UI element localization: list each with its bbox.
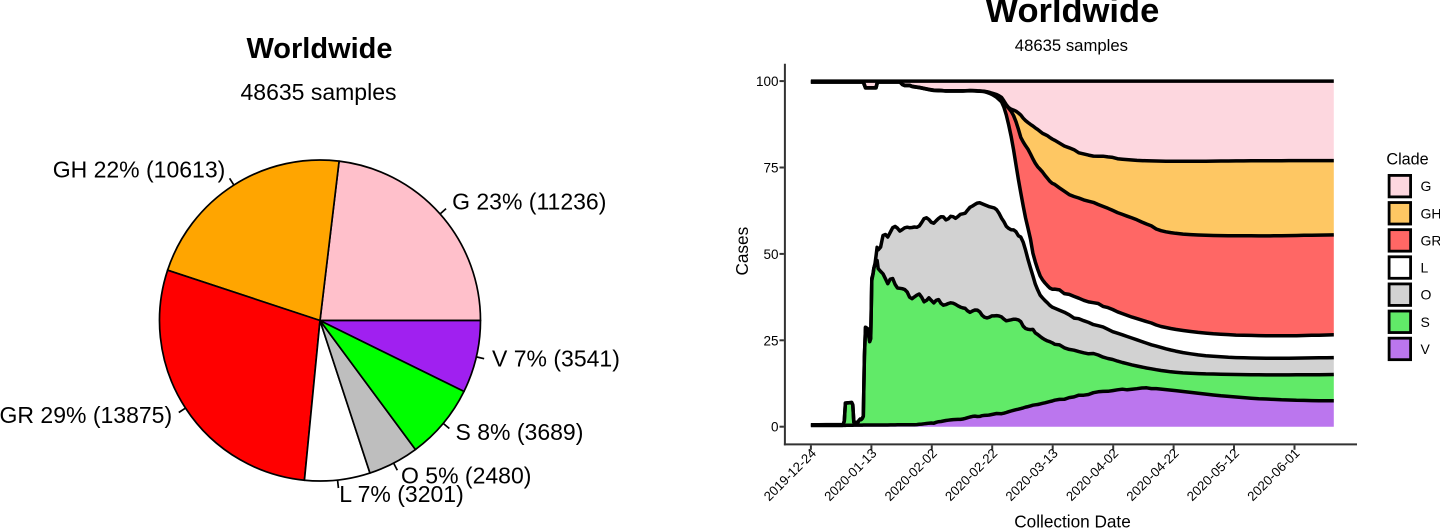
svg-text:Worldwide: Worldwide (246, 33, 392, 65)
svg-text:G 23% (11236): G 23% (11236) (452, 188, 606, 214)
svg-text:L 7% (3201): L 7% (3201) (339, 481, 463, 507)
svg-text:O 5% (2480): O 5% (2480) (401, 463, 531, 489)
svg-text:GR 29% (13875): GR 29% (13875) (0, 402, 172, 428)
svg-text:Clade: Clade (1386, 151, 1428, 169)
svg-text:GH 22% (10613): GH 22% (10613) (53, 157, 226, 183)
svg-text:GR: GR (1421, 232, 1440, 248)
svg-text:V: V (1421, 341, 1431, 357)
svg-text:O: O (1421, 287, 1432, 303)
svg-text:48635 samples: 48635 samples (1015, 36, 1128, 55)
svg-text:Collection Date: Collection Date (1014, 511, 1131, 528)
svg-text:G: G (1421, 178, 1432, 194)
svg-text:48635 samples: 48635 samples (241, 79, 397, 105)
svg-text:V 7% (3541): V 7% (3541) (492, 346, 620, 372)
svg-text:75: 75 (763, 161, 778, 176)
svg-text:GH: GH (1421, 205, 1440, 221)
svg-text:25: 25 (763, 333, 778, 348)
svg-text:Cases: Cases (732, 227, 752, 276)
svg-text:S 8% (3689): S 8% (3689) (456, 419, 584, 445)
svg-text:S: S (1421, 314, 1430, 330)
svg-text:0: 0 (771, 420, 779, 435)
svg-text:L: L (1421, 260, 1429, 276)
svg-text:100: 100 (756, 74, 779, 89)
svg-text:Worldwide: Worldwide (986, 0, 1160, 30)
svg-text:50: 50 (763, 247, 778, 262)
